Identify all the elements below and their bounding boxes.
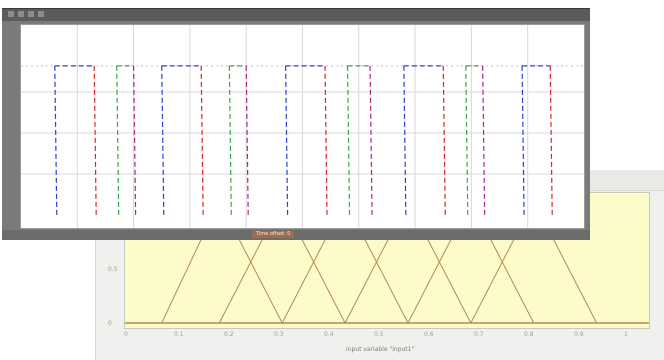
scope-trace-edge [133,65,137,216]
y-tick-mid: 0.5 [108,266,118,273]
scope-trace-edge [521,65,525,216]
scope-trace-edge [245,65,249,216]
mf-x-tick: 0.2 [224,331,234,338]
mf-x-tick: 0.6 [424,331,434,338]
scope-trace-edge [324,65,328,216]
scope-toolbar [2,9,590,21]
scope-trace-edge [482,65,486,216]
time-offset-label: Time offset: 0 [252,231,295,238]
mf-x-tick: 0.8 [524,331,534,338]
mf-x-tick: 0.5 [374,331,384,338]
mf-x-tick: 0 [124,331,128,338]
scope-trace-edge [549,65,553,216]
scope-trace-edge [228,65,232,216]
y-tick-zero: 0 [108,320,112,327]
scope-trace-edge [200,65,204,216]
scope-window: Time offset: 0 [2,8,590,240]
scope-plot-area[interactable] [20,24,585,229]
autoscale-icon[interactable] [28,11,34,17]
scope-trace-edge [346,65,351,216]
scope-trace-edge [465,65,469,216]
scope-trace-edge [403,65,407,216]
scope-trace-edge [54,65,58,216]
mf-x-tick: 0.4 [324,331,334,338]
print-icon[interactable] [8,11,14,17]
scope-trace-edge [161,65,165,216]
mf-x-axis-label: input variable "input1" [346,346,415,353]
scope-trace-edge [369,65,373,216]
settings-icon[interactable] [38,11,44,17]
scope-svg [21,25,584,228]
mf-x-tick: 0.9 [574,331,584,338]
scope-trace-edge [116,65,120,216]
mf-x-tick: 1 [624,331,628,338]
mf-x-tick: 0.1 [174,331,184,338]
mf-x-tick: 0.3 [274,331,284,338]
mf-x-tick: 0.7 [474,331,484,338]
scope-trace-edge [93,65,97,216]
scope-status-bar: Time offset: 0 [2,230,590,240]
scope-trace-edge [442,65,446,216]
zoom-icon[interactable] [18,11,24,17]
scope-trace-edge [285,65,289,216]
